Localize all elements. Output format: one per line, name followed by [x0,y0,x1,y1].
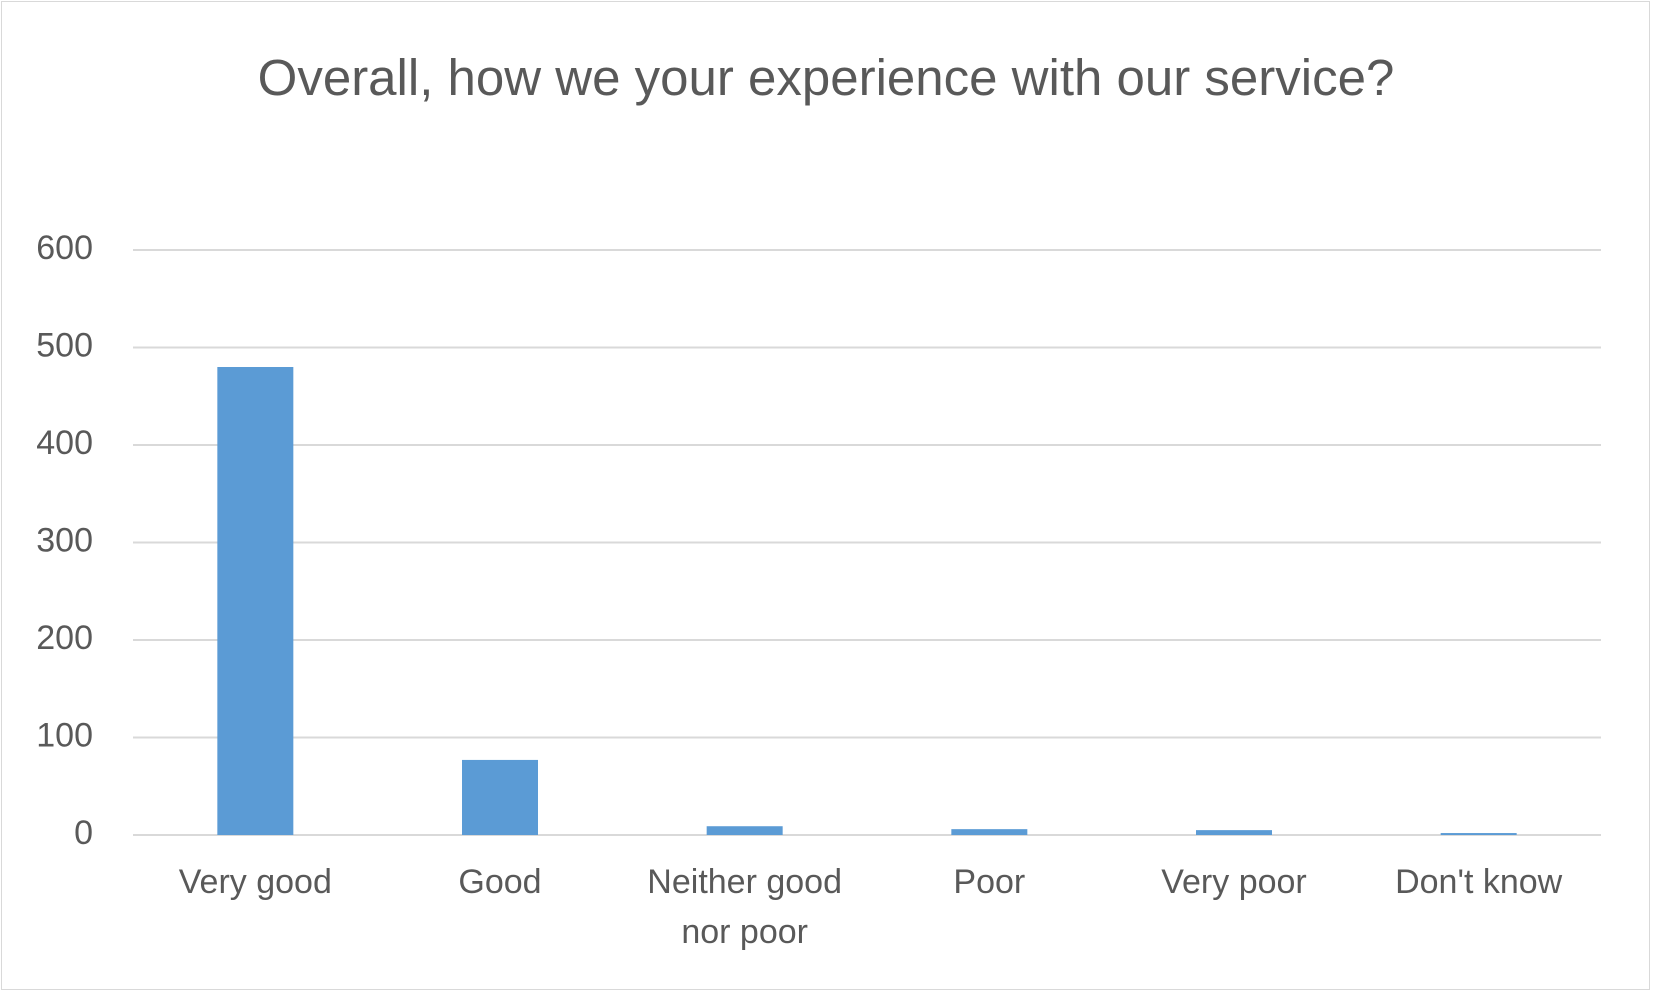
y-tick-label: 400 [36,424,93,462]
bar [217,367,294,835]
bar [706,826,783,835]
bar [951,829,1028,835]
x-tick-label: Very good [178,863,332,901]
y-tick-label: 0 [74,814,93,852]
x-tick-label: Neither good nor poor [647,863,842,951]
x-tick-label: Poor [953,863,1026,901]
y-tick-label: 100 [36,716,93,754]
y-tick-label: 200 [36,619,93,657]
y-tick-label: 500 [36,326,93,364]
y-tick-label: 300 [36,521,93,559]
x-tick-label: Good [458,863,542,901]
bar [1440,833,1517,835]
y-tick-label: 600 [36,229,93,267]
bar [462,759,538,835]
x-tick-label: Don't know [1395,863,1563,901]
bar [1196,830,1272,835]
chart-title: Overall, how we your experience with our… [257,49,1395,106]
x-tick-label: Very poor [1161,863,1307,901]
